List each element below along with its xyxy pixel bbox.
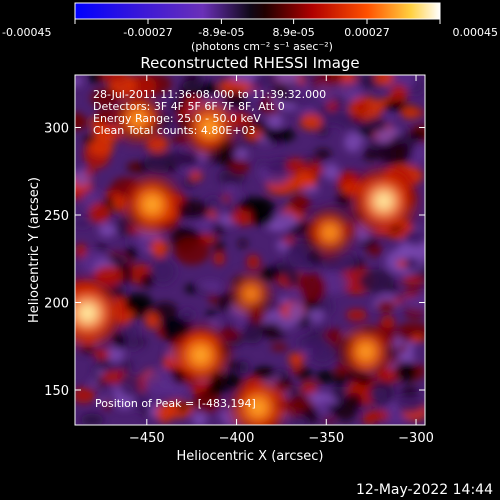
colorbar-gradient	[74, 2, 441, 20]
info-line-time: 28-Jul-2011 11:36:08.000 to 11:39:32.000	[93, 88, 326, 101]
source-peak	[323, 226, 336, 239]
source-peak	[358, 344, 373, 359]
x-tick-label: −450	[129, 431, 165, 446]
colorbar-tick-label: 0.00045	[453, 26, 499, 39]
source-peak	[202, 120, 217, 135]
colorbar-tick-label: 8.9e-05	[272, 26, 314, 39]
plot-frame	[74, 74, 426, 426]
y-axis-label: Heliocentric Y (arcsec)	[27, 177, 42, 323]
x-tick-label: −400	[219, 431, 255, 446]
source-peak	[192, 346, 209, 364]
heatmap-image	[75, 75, 425, 425]
source-peak	[131, 112, 145, 126]
y-tick-label: 200	[44, 297, 69, 312]
colorbar-units: (photons cm⁻² s⁻¹ asec⁻²)	[191, 40, 333, 53]
colorbar-tick-label: 0.00027	[344, 26, 390, 39]
source-peak	[374, 191, 394, 211]
source-peak	[143, 196, 161, 213]
y-tick-label: 300	[44, 122, 69, 137]
footer-timestamp: 12-May-2022 14:44	[356, 482, 493, 498]
x-axis: −450 −400 −350 −300	[129, 75, 434, 446]
x-tick-label: −350	[308, 431, 344, 446]
x-tick-label: −300	[398, 431, 434, 446]
source-peak	[77, 303, 98, 323]
y-tick-label: 150	[44, 384, 69, 399]
y-tick-label: 250	[44, 209, 69, 224]
info-line-detectors: Detectors: 3F 4F 5F 6F 7F 8F, Att 0	[93, 100, 285, 113]
peak-position-annotation: Position of Peak = [-483,194]	[95, 397, 256, 410]
info-line-clean: Clean Total counts: 4.80E+03	[93, 124, 256, 137]
source-peak	[250, 399, 266, 416]
x-axis-label: Heliocentric X (arcsec)	[177, 449, 324, 464]
y-axis: 150 200 250 300	[44, 122, 425, 399]
colorbar-tick-label: -8.9e-05	[198, 26, 244, 39]
info-annotation: 28-Jul-2011 11:36:08.000 to 11:39:32.000…	[93, 88, 326, 137]
colorbar-tick-label: -0.00045	[2, 26, 51, 39]
info-line-energy: Energy Range: 25.0 - 50.0 keV	[93, 112, 261, 125]
source-peak	[245, 288, 256, 299]
colorbar-tick-label: -0.00027	[123, 26, 172, 39]
colorbar-ticks: -0.00045 -0.00027 -8.9e-05 8.9e-05 0.00027 0.…	[2, 19, 498, 39]
chart-title: Reconstructed RHESSI Image	[140, 54, 359, 72]
colorbar: -0.00045 -0.00027 -8.9e-05 8.9e-05 0.00027 0.…	[2, 2, 498, 53]
